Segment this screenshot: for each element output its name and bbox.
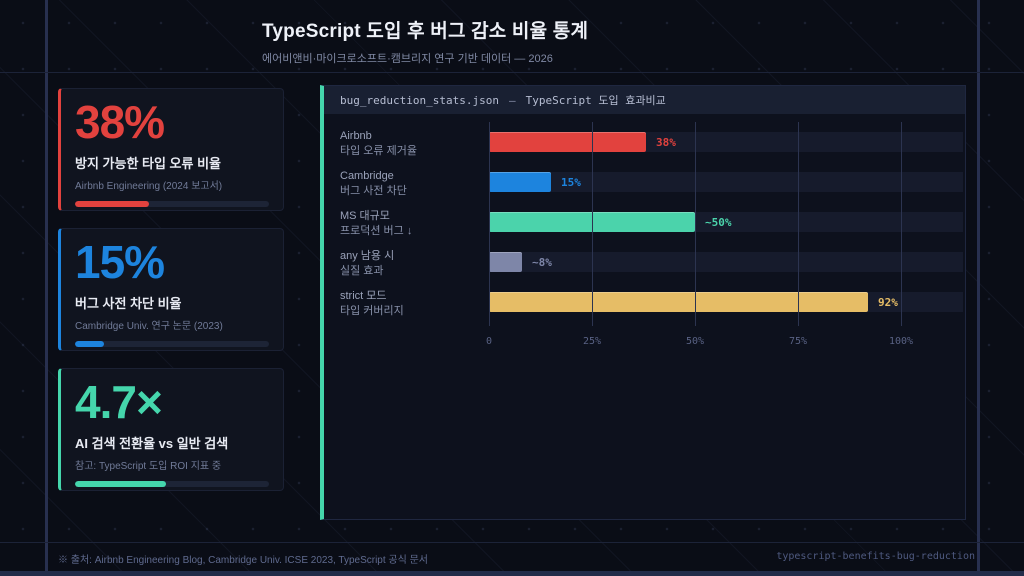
stat-progress-track bbox=[75, 201, 269, 207]
row-stripe bbox=[489, 252, 963, 272]
page-subtitle: 에어비앤비·마이크로소프트·캠브리지 연구 기반 데이터 — 2026 bbox=[262, 53, 553, 65]
row-label: Cambridge 버그 사전 차단 bbox=[340, 169, 407, 199]
row-label-line2: 프로덕션 버그 ↓ bbox=[340, 225, 413, 237]
page-header: TypeScript 도입 후 버그 감소 비율 통계 에어비앤비·마이크로소프… bbox=[262, 16, 588, 66]
row-label-line1: any 남용 시 bbox=[340, 250, 395, 262]
x-tick-label: 50% bbox=[685, 336, 705, 347]
stat-progress-track bbox=[75, 481, 269, 487]
gridline bbox=[592, 122, 593, 326]
row-label-line1: strict 모드 bbox=[340, 290, 387, 302]
stat-progress-fill bbox=[75, 481, 167, 487]
row-stripe bbox=[489, 172, 963, 192]
x-tick-label: 0 bbox=[485, 336, 493, 347]
bar-chart: Airbnb 타입 오류 제거율 38% Cambridge 버그 사전 차단 15% MS… bbox=[324, 114, 965, 519]
stat-value: 4.7× bbox=[75, 376, 163, 428]
bar bbox=[489, 132, 646, 152]
stat-card: 38% 방지 가능한 타입 오류 비율 Airbnb Engineering (… bbox=[58, 88, 284, 211]
bar-value-label: ~8% bbox=[532, 256, 552, 269]
frame-line-top bbox=[0, 72, 1024, 73]
frame-line-right bbox=[977, 0, 980, 576]
x-tick-label: 25% bbox=[582, 336, 602, 347]
footer-sources: ※ 출처: Airbnb Engineering Blog, Cambridge… bbox=[58, 555, 428, 566]
page-title: TypeScript 도입 후 버그 감소 비율 통계 bbox=[262, 21, 589, 42]
row-label-line2: 실질 효과 bbox=[340, 265, 384, 277]
frame-line-bottom bbox=[0, 542, 1024, 543]
row-label-line2: 버그 사전 차단 bbox=[340, 185, 407, 197]
bar bbox=[489, 172, 551, 192]
frame-line-left bbox=[45, 0, 48, 576]
row-label-line2: 타입 오류 제거율 bbox=[340, 145, 417, 157]
stat-value: 15% bbox=[75, 236, 165, 288]
chart-panel: bug_reduction_stats.json — TypeScript 도입… bbox=[320, 85, 966, 520]
bar-value-label: 92% bbox=[878, 296, 898, 309]
stat-label: 버그 사전 차단 비율 bbox=[75, 296, 182, 311]
x-tick-label: 100% bbox=[888, 336, 914, 347]
row-label-line1: Cambridge bbox=[340, 170, 394, 182]
panel-title: TypeScript 도입 효과비교 bbox=[525, 94, 666, 107]
panel-separator: — bbox=[508, 93, 516, 107]
bar bbox=[489, 252, 522, 272]
stat-progress-track bbox=[75, 341, 269, 347]
stat-source: Airbnb Engineering (2024 보고서) bbox=[75, 181, 223, 192]
gridline bbox=[901, 122, 902, 326]
footer-slug: typescript-benefits-bug-reduction bbox=[776, 551, 975, 562]
bar-value-label: 15% bbox=[561, 176, 581, 189]
bar bbox=[489, 292, 868, 312]
stat-card: 15% 버그 사전 차단 비율 Cambridge Univ. 연구 논문 (2… bbox=[58, 228, 284, 351]
bar-value-label: ~50% bbox=[705, 216, 732, 229]
gridline bbox=[489, 122, 490, 326]
row-label: Airbnb 타입 오류 제거율 bbox=[340, 129, 417, 159]
gridline bbox=[798, 122, 799, 326]
gridline bbox=[695, 122, 696, 326]
stat-card: 4.7× AI 검색 전환율 vs 일반 검색 참고: TypeScript 도… bbox=[58, 368, 284, 491]
stat-progress-fill bbox=[75, 341, 105, 347]
stat-source: Cambridge Univ. 연구 논문 (2023) bbox=[75, 321, 223, 332]
chart-panel-header: bug_reduction_stats.json — TypeScript 도입… bbox=[324, 86, 965, 114]
panel-filename: bug_reduction_stats.json bbox=[340, 93, 499, 107]
row-label-line1: Airbnb bbox=[340, 130, 372, 142]
x-tick-label: 75% bbox=[788, 336, 808, 347]
stat-value: 38% bbox=[75, 96, 165, 148]
bottom-accent-strip bbox=[0, 571, 1024, 576]
stat-label: 방지 가능한 타입 오류 비율 bbox=[75, 156, 222, 171]
stat-progress-fill bbox=[75, 201, 149, 207]
bar-value-label: 38% bbox=[656, 136, 676, 149]
stat-source: 참고: TypeScript 도입 ROI 지표 중 bbox=[75, 461, 222, 472]
row-label-line1: MS 대규모 bbox=[340, 210, 390, 222]
row-label-line2: 타입 커버리지 bbox=[340, 305, 404, 317]
stat-label: AI 검색 전환율 vs 일반 검색 bbox=[75, 436, 229, 451]
